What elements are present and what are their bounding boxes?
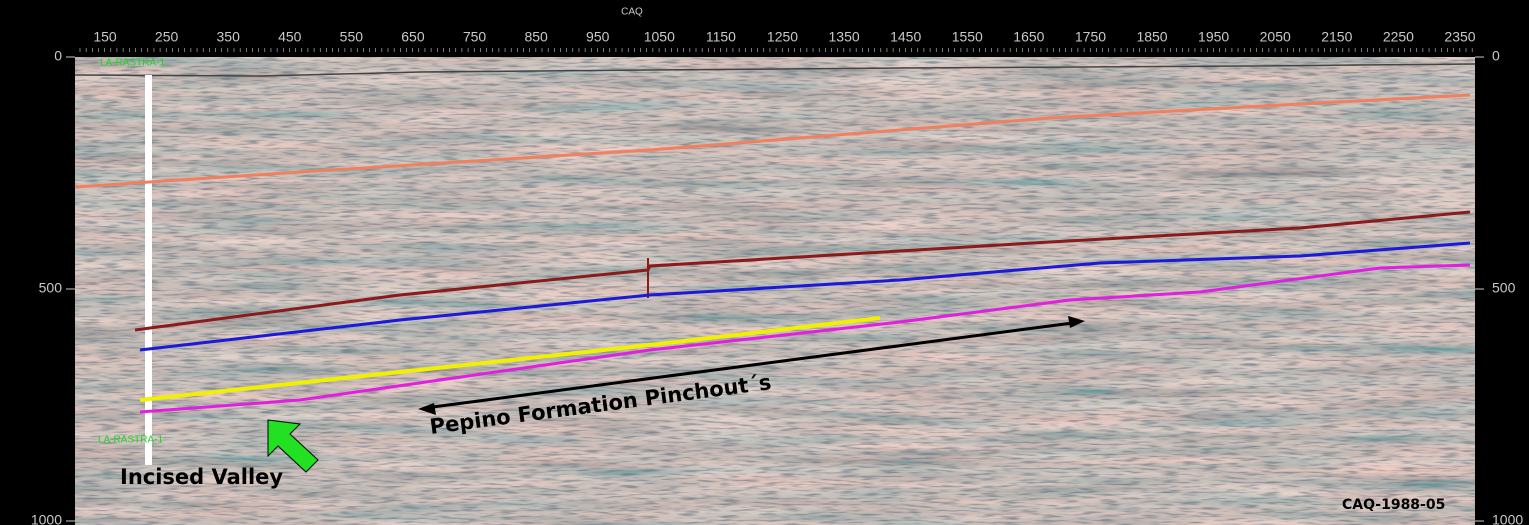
y-tick-label: 500: [1492, 280, 1516, 296]
x-tick-label: 1850: [1136, 29, 1167, 45]
x-tick-label: 450: [278, 29, 302, 45]
x-tick-label: 2250: [1383, 29, 1414, 45]
x-tick-label: 1050: [644, 29, 675, 45]
x-tick-label: 2350: [1444, 29, 1475, 45]
x-tick-label: 250: [155, 29, 179, 45]
page: {"header": {"well_top": "LA-RASTRA-1", "…: [0, 0, 1529, 525]
x-tick-label: 1750: [1075, 29, 1106, 45]
well-label: LA-RASTRA-1: [100, 58, 165, 69]
marker-label: CAQ: [621, 7, 643, 18]
x-tick-label: 1350: [829, 29, 860, 45]
y-tick-label: 500: [39, 280, 63, 296]
x-tick-label: 650: [401, 29, 425, 45]
x-tick-label: 950: [586, 29, 610, 45]
x-tick-label: 1550: [952, 29, 983, 45]
x-tick-label: 1450: [890, 29, 921, 45]
well-track: [145, 75, 152, 465]
y-tick-label: 1000: [31, 512, 62, 525]
x-tick-label: 150: [93, 29, 117, 45]
x-tick-label: 2150: [1321, 29, 1352, 45]
y-tick-label: 0: [54, 48, 62, 64]
line-name: CAQ-1988-05: [1342, 497, 1445, 513]
y-tick-label: 1000: [1492, 512, 1523, 525]
x-tick-label: 850: [524, 29, 548, 45]
valley-label: Incised Valley: [120, 465, 283, 489]
seismic-section: CAQ LA-RASTRA-1 LA-RASTRA-1 Pepino Forma…: [0, 0, 1529, 525]
x-tick-label: 1650: [1013, 29, 1044, 45]
well-label: LA-RASTRA-1: [98, 435, 163, 446]
x-tick-label: 550: [340, 29, 364, 45]
x-tick-label: 1150: [706, 29, 736, 45]
x-tick-label: 2050: [1260, 29, 1291, 45]
x-tick-label: 350: [217, 29, 241, 45]
y-tick-label: 0: [1492, 48, 1500, 64]
x-tick-label: 1950: [1198, 29, 1229, 45]
x-tick-label: 750: [463, 29, 487, 45]
x-tick-label: 1250: [767, 29, 798, 45]
section-noise: [75, 57, 1475, 525]
